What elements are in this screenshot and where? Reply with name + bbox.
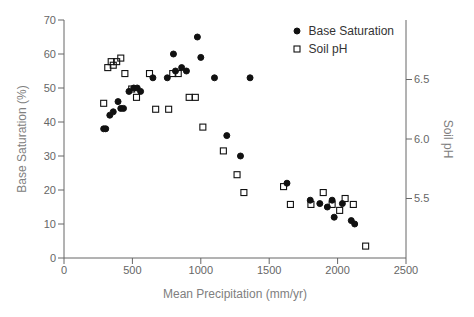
- svg-text:500: 500: [123, 264, 141, 276]
- svg-text:20: 20: [44, 184, 56, 196]
- svg-text:0: 0: [61, 264, 67, 276]
- svg-text:70: 70: [44, 14, 56, 26]
- svg-text:6.0: 6.0: [414, 133, 429, 145]
- svg-text:2500: 2500: [394, 264, 418, 276]
- svg-text:6.5: 6.5: [414, 73, 429, 85]
- svg-text:Mean Precipitation (mm/yr): Mean Precipitation (mm/yr): [163, 287, 307, 301]
- html-text:Base Saturation: Base Saturation: [308, 24, 394, 38]
- svg-text:1000: 1000: [189, 264, 213, 276]
- svg-text:40: 40: [44, 116, 56, 128]
- svg-text:30: 30: [44, 150, 56, 162]
- svg-text:0: 0: [50, 252, 56, 264]
- svg-text:2000: 2000: [325, 264, 349, 276]
- svg-text:10: 10: [44, 218, 56, 230]
- svg-text:Soil pH: Soil pH: [441, 120, 455, 159]
- html-text:Soil pH: Soil pH: [308, 42, 348, 56]
- svg-text:1500: 1500: [257, 264, 281, 276]
- svg-text:60: 60: [44, 48, 56, 60]
- svg-text:50: 50: [44, 82, 56, 94]
- svg-text:5.5: 5.5: [414, 192, 429, 204]
- svg-text:Base Saturation (%): Base Saturation (%): [15, 85, 29, 192]
